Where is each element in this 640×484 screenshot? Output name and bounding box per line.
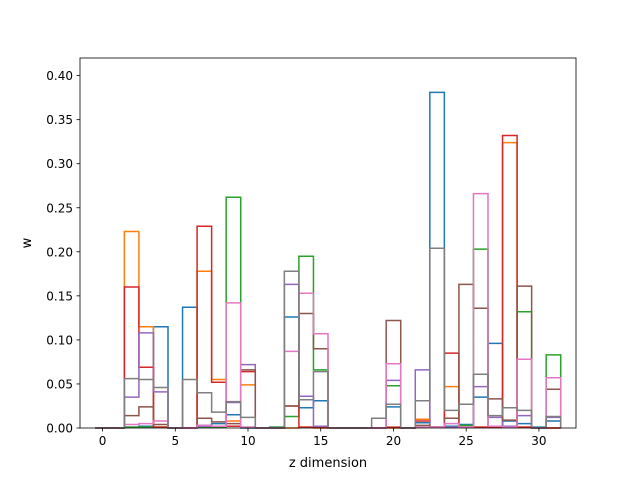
y-tick-label: 0.00 <box>46 422 73 436</box>
y-tick-label: 0.15 <box>46 289 73 303</box>
y-tick-label: 0.30 <box>46 157 73 171</box>
x-tick-label: 30 <box>531 434 546 448</box>
x-tick-label: 15 <box>313 434 328 448</box>
x-axis: 0 5 10 15 20 25 30 <box>99 428 547 448</box>
y-tick-label: 0.05 <box>46 377 73 391</box>
x-tick-label: 10 <box>240 434 255 448</box>
y-tick-label: 0.25 <box>46 201 73 215</box>
y-tick-label: 0.35 <box>46 113 73 127</box>
x-tick-label: 0 <box>99 434 107 448</box>
plot-frame <box>79 57 577 429</box>
x-tick-label: 5 <box>171 434 179 448</box>
y-tick-label: 0.40 <box>46 69 73 83</box>
y-tick-label: 0.10 <box>46 333 73 347</box>
y-axis-label: w <box>20 237 35 248</box>
x-axis-label: z dimension <box>289 456 367 471</box>
x-tick-label: 20 <box>386 434 401 448</box>
x-tick-label: 25 <box>459 434 474 448</box>
y-axis: 0.00 0.05 0.10 0.15 0.20 0.25 0.30 0.35 0.40 <box>46 69 80 436</box>
y-tick-label: 0.20 <box>46 245 73 259</box>
